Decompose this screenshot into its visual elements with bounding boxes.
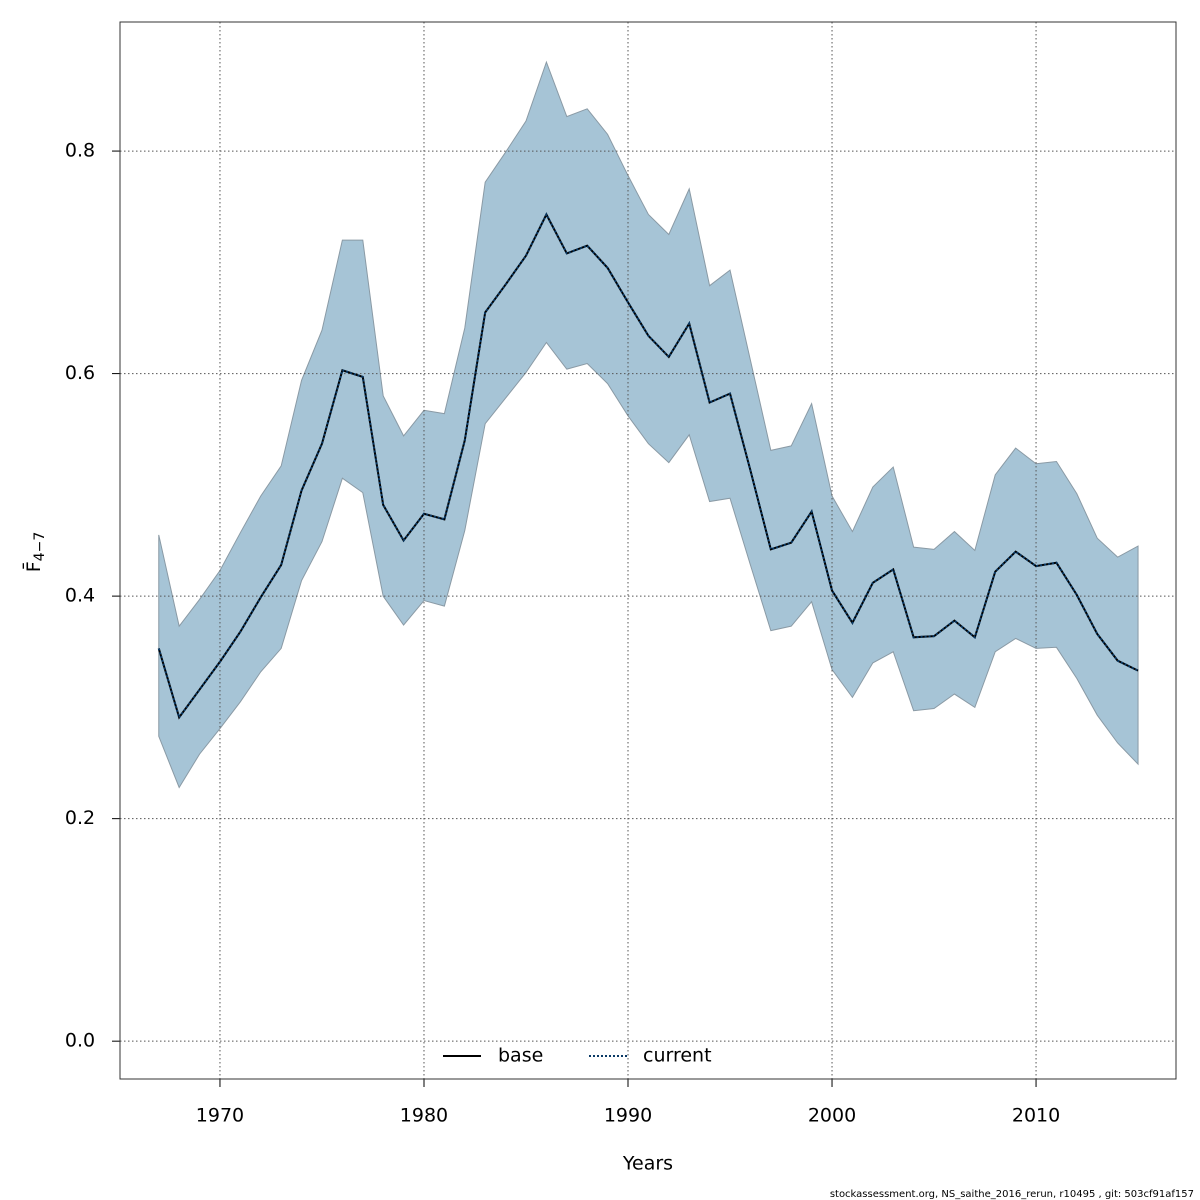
y-tick-label: 0.0 bbox=[65, 1030, 95, 1052]
x-tick-label: 1980 bbox=[400, 1105, 448, 1127]
y-tick-label: 0.8 bbox=[65, 140, 95, 162]
x-tick-label: 1990 bbox=[604, 1105, 652, 1127]
x-tick-label: 2000 bbox=[808, 1105, 856, 1127]
y-label-symbol: F̄ bbox=[20, 561, 44, 572]
y-tick-label: 0.4 bbox=[65, 585, 95, 607]
series-line bbox=[157, 212, 1139, 720]
y-axis-label: F̄4−7 bbox=[20, 532, 48, 572]
legend-label: current bbox=[643, 1045, 712, 1067]
x-tick-label: 2010 bbox=[1012, 1105, 1060, 1127]
y-tick-label: 0.2 bbox=[65, 807, 95, 829]
y-label-subscript: 4−7 bbox=[32, 532, 48, 562]
footer: stockassessment.org, NS_saithe_2016_reru… bbox=[830, 1189, 1194, 1200]
x-tick-label: 1970 bbox=[196, 1105, 244, 1127]
plot-frame bbox=[119, 21, 1177, 1080]
y-tick-label: 0.6 bbox=[65, 362, 95, 384]
confidence-band bbox=[158, 60, 1139, 789]
x-axis-label: Years bbox=[622, 1153, 673, 1175]
legend-label: base bbox=[498, 1045, 543, 1067]
